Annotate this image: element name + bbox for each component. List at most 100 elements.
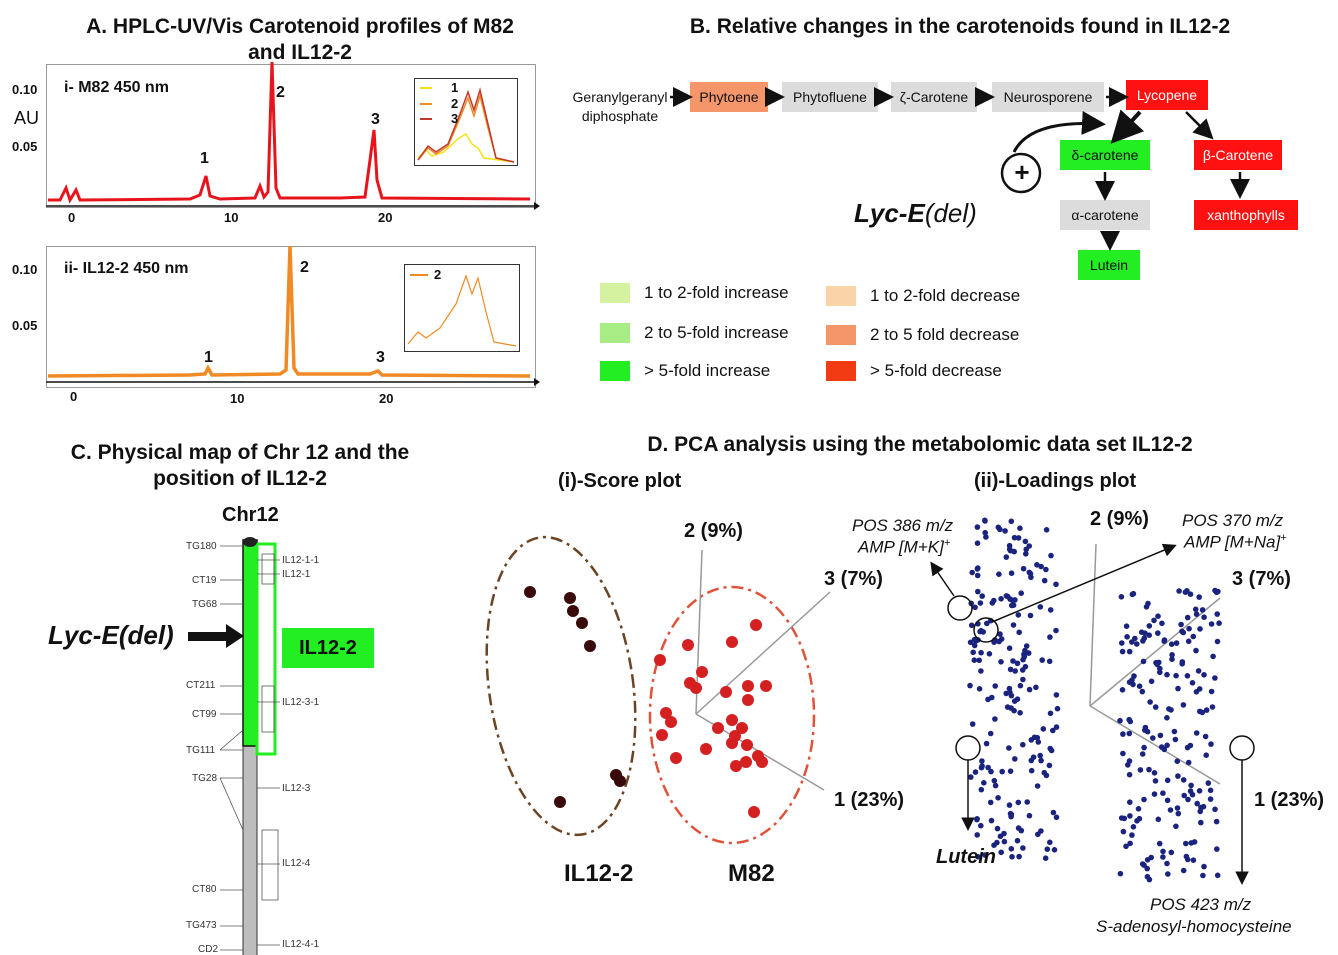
loading-point [1208,688,1215,695]
ann-386-line2: AMP [M+K]+ [858,537,951,557]
loadings-plot [930,517,1255,885]
loading-point [1205,780,1212,786]
loading-point [978,668,984,674]
loading-point [1147,699,1153,705]
loading-point [1026,569,1033,576]
loading-point [1119,648,1126,655]
loading-point [1150,735,1156,741]
loading-point [1047,839,1053,846]
loading-point [1155,816,1162,823]
loading-point [1028,757,1035,764]
loading-point [982,852,989,858]
loading-point [1164,742,1170,749]
loading-point [1047,634,1053,640]
loading-point [1126,648,1133,655]
loading-point [1008,518,1015,525]
loading-point [1210,653,1216,660]
loading-point [1188,840,1195,846]
loading-point [1117,717,1123,724]
loading-point [1200,803,1207,810]
loading-point [1017,682,1024,689]
loading-point [1028,574,1034,581]
loading-point [1035,831,1041,838]
loading-point [1035,739,1042,745]
loading-point [1184,744,1191,751]
loading-point [1209,704,1216,710]
loading-point [1201,672,1207,678]
loading-point [1168,641,1175,647]
loading-point [994,839,1000,846]
loading-point [967,682,973,689]
loading-point [970,649,976,656]
y-unit-au: AU [14,108,40,128]
loadings-axis-1: 1 (23%) [1254,789,1325,811]
loading-point [1152,704,1159,710]
loading-point [1207,787,1214,794]
chromosome-map [219,537,280,955]
legend-swatch [826,286,856,306]
loading-point [1157,665,1163,672]
loading-point [1167,807,1174,813]
legend-inc-2-5: 2 to 5-fold increase [600,323,789,343]
panel-b-title: B. Relative changes in the carotenoids f… [689,15,1231,38]
loading-point [1123,843,1129,850]
loading-point [969,721,976,727]
legend-swatch [600,361,630,381]
node-ggpp: Geranylgeranyl diphosphate [572,89,668,124]
loading-point [1011,698,1018,704]
loading-point [1024,799,1030,805]
loading-point [1118,594,1125,600]
loading-point [975,854,981,860]
loading-point [986,651,993,657]
loading-point [1212,806,1218,813]
x-tick-10-ii: 10 [230,391,245,406]
loading-point [1192,606,1199,613]
loading-point [1185,759,1192,766]
loading-point [1006,802,1013,808]
loading-point [992,683,998,689]
loading-point [968,622,975,629]
inset-spectra-ii [404,264,520,352]
node-lycopene: Lycopene [1126,80,1208,110]
loading-point [977,628,983,635]
group-label-m82: M82 [728,860,775,887]
loading-point [976,657,982,664]
loading-point [976,686,983,692]
loading-point [1168,849,1175,856]
ann-370-line2: AMP [M+Na]+ [1184,532,1287,552]
loading-point [1125,762,1131,768]
loading-point [1034,783,1041,789]
marker-tg180: TG180 [186,541,217,552]
loading-point [1017,710,1023,716]
node-lutein: Lutein [1078,250,1140,280]
loading-point [1046,658,1053,665]
group-label-il12-2: IL12-2 [564,860,634,887]
loading-point [1212,675,1218,681]
loading-point [1011,548,1017,555]
loading-point [1043,772,1050,779]
loading-point [1187,591,1194,597]
loading-point [1173,640,1180,646]
loading-point [1203,752,1209,758]
loading-point [974,832,980,838]
inset-spectra-ii-plot [407,274,517,347]
peak-3-ii: 3 [376,349,385,366]
loading-point [1169,656,1175,662]
marker-ct80: CT80 [192,884,217,895]
loading-point [1201,614,1207,620]
loading-point [1053,627,1059,634]
loading-point [1033,684,1039,691]
loading-point [1117,870,1124,877]
loading-point [1053,814,1060,821]
loading-point [983,740,990,747]
loading-point [995,795,1001,801]
loadings-axis-3: 3 (7%) [1232,568,1291,590]
loading-point [1193,611,1200,617]
loading-point [1200,872,1206,879]
loading-point [1159,620,1165,627]
loading-point [1175,773,1181,779]
loading-point [1037,604,1044,610]
loading-point [977,600,984,606]
loading-point [1008,692,1015,699]
loading-point [1047,607,1054,613]
